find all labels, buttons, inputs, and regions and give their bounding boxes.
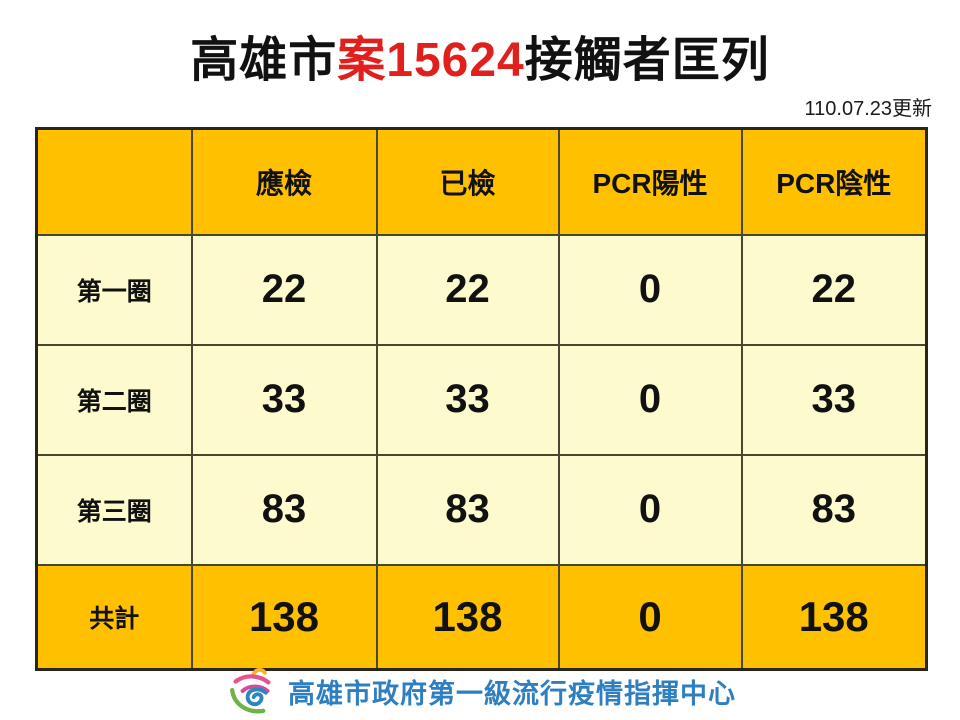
table-row-circle-2: 第二圈 33 33 0 33 xyxy=(35,343,928,456)
row-label: 第三圈 xyxy=(35,453,193,566)
cell-value: 33 xyxy=(190,343,378,456)
cell-value-total: 138 xyxy=(740,563,928,671)
row-label: 第一圈 xyxy=(35,233,193,346)
row-label: 第二圈 xyxy=(35,343,193,456)
cell-value: 0 xyxy=(557,453,743,566)
cell-value: 22 xyxy=(190,233,378,346)
title-city: 高雄市 xyxy=(190,34,338,87)
cell-value: 0 xyxy=(557,343,743,456)
cell-value: 33 xyxy=(740,343,928,456)
cell-value: 22 xyxy=(740,233,928,346)
row-label-total: 共計 xyxy=(35,563,193,671)
column-header-tested: 已檢 xyxy=(375,127,560,236)
cell-value: 22 xyxy=(375,233,560,346)
cell-value-total: 0 xyxy=(557,563,743,671)
title-rest: 接觸者匡列 xyxy=(524,34,770,87)
title-case-number: 案15624 xyxy=(337,34,525,87)
cell-value: 83 xyxy=(740,453,928,566)
table-header-row: 應檢 已檢 PCR陽性 PCR陰性 xyxy=(35,127,928,236)
table-row-circle-1: 第一圈 22 22 0 22 xyxy=(35,233,928,346)
corner-cell xyxy=(35,127,193,236)
kaohsiung-city-logo-icon xyxy=(224,666,280,716)
cell-value: 83 xyxy=(375,453,560,566)
footer: 高雄市政府第一級流行疫情指揮中心 xyxy=(0,666,960,716)
cell-value: 83 xyxy=(190,453,378,566)
updated-date: 110.07.23更新 xyxy=(804,98,933,120)
cell-value: 33 xyxy=(375,343,560,456)
table-row-total: 共計 138 138 0 138 xyxy=(35,563,928,671)
contact-tracing-table: 應檢 已檢 PCR陽性 PCR陰性 第一圈 22 22 0 22 第二圈 33 … xyxy=(35,127,928,671)
cell-value-total: 138 xyxy=(375,563,560,671)
table-row-circle-3: 第三圈 83 83 0 83 xyxy=(35,453,928,566)
page-title: 高雄市案15624接觸者匡列 xyxy=(0,20,960,90)
column-header-pcr-positive: PCR陽性 xyxy=(557,127,743,236)
cell-value: 0 xyxy=(557,233,743,346)
cell-value-total: 138 xyxy=(190,563,378,671)
footer-org-name: 高雄市政府第一級流行疫情指揮中心 xyxy=(288,678,736,709)
column-header-should-test: 應檢 xyxy=(190,127,378,236)
column-header-pcr-negative: PCR陰性 xyxy=(740,127,928,236)
